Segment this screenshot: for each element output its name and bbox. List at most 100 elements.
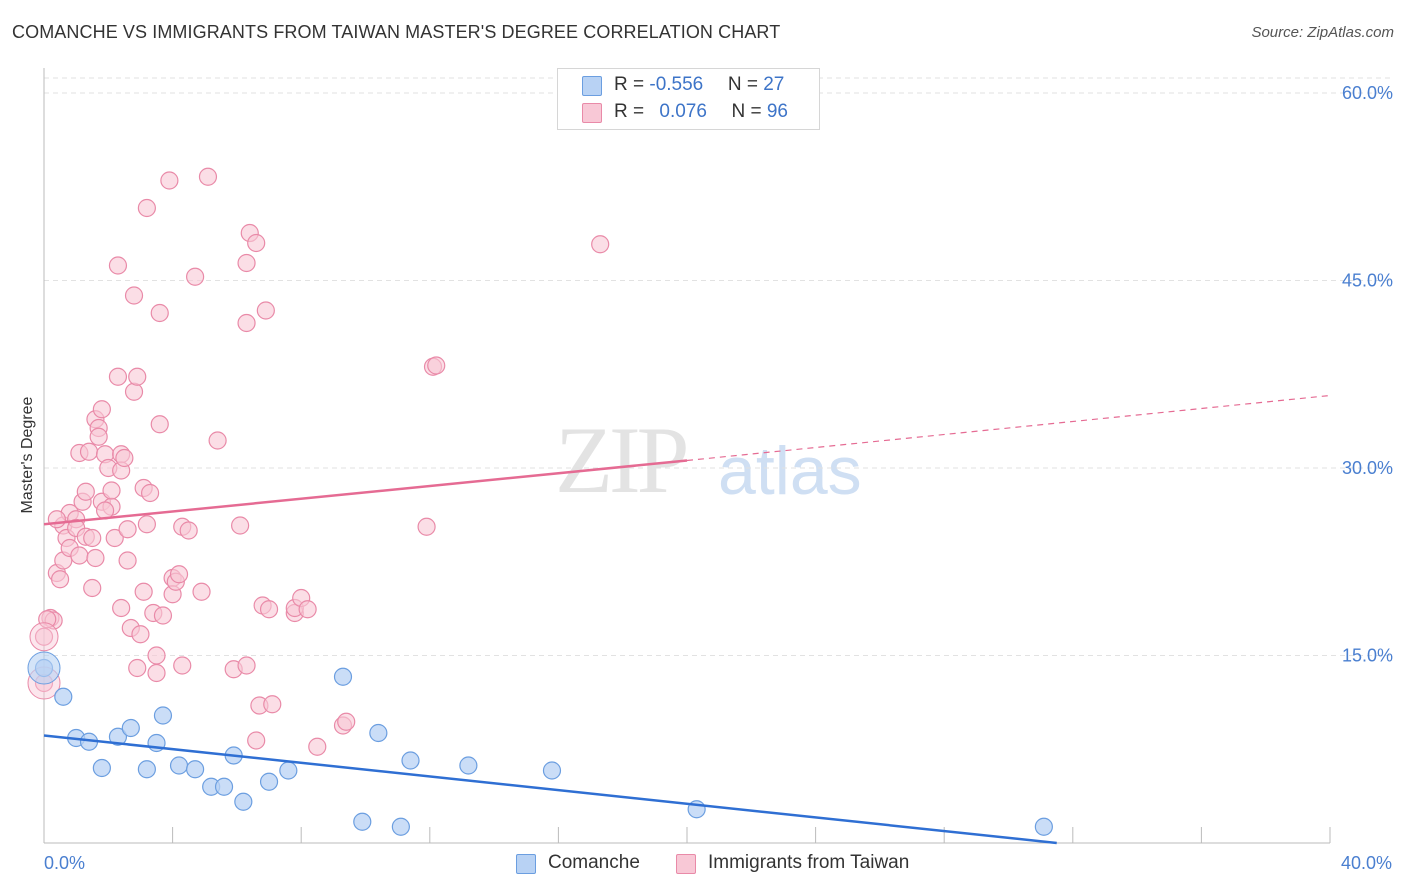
- taiwan-point: [263, 695, 282, 714]
- taiwan-point: [427, 356, 446, 375]
- n-label: N =: [731, 101, 767, 122]
- taiwan-point: [259, 600, 279, 619]
- comanche-point: [459, 756, 478, 775]
- comanche-point: [54, 687, 73, 706]
- taiwan-point: [112, 598, 131, 618]
- comanche-point-cluster: [27, 651, 61, 685]
- taiwan-point: [105, 528, 124, 548]
- taiwan-point: [150, 303, 169, 323]
- series-immigrants-from-taiwan: [27, 167, 610, 756]
- x-tick-label-max: 40.0%: [1340, 853, 1392, 873]
- r-value: 0.076: [659, 101, 707, 122]
- taiwan-point: [186, 267, 205, 286]
- comanche-point: [108, 727, 128, 746]
- comanche-point: [259, 772, 279, 791]
- comanche-point: [186, 760, 205, 779]
- taiwan-point: [92, 400, 111, 419]
- legend-text-comanche: R = -0.556 N = 27: [614, 74, 784, 96]
- trend-lines: [43, 394, 1331, 845]
- taiwan-point: [247, 233, 266, 253]
- y-tick-label: 30.0%: [1342, 458, 1393, 478]
- taiwan-point: [118, 551, 137, 570]
- n-value: 96: [766, 101, 788, 122]
- taiwan-point: [124, 286, 144, 305]
- taiwan-point: [83, 528, 102, 548]
- legend-label-comanche: Comanche: [548, 852, 640, 873]
- taiwan-point: [128, 367, 147, 386]
- x-tick-label-min: 0.0%: [44, 853, 86, 873]
- comanche-point: [353, 812, 372, 831]
- taiwan-point-cluster: [29, 622, 59, 652]
- series-comanche: [27, 651, 1053, 836]
- watermark-zip: ZIP: [555, 407, 689, 513]
- taiwan-point: [89, 427, 108, 446]
- taiwan-trend-extension: [686, 394, 1331, 462]
- taiwan-trend-line: [43, 459, 688, 526]
- taiwan-point: [86, 548, 105, 568]
- taiwan-point: [137, 198, 156, 218]
- comanche-point: [121, 718, 140, 738]
- taiwan-point: [134, 582, 153, 601]
- taiwan-point: [198, 167, 218, 186]
- y-tick-label: 45.0%: [1342, 271, 1393, 291]
- gridlines: [44, 77, 1392, 656]
- taiwan-point: [34, 627, 54, 646]
- source-label: Source: ZipAtlas.com: [1251, 24, 1394, 41]
- taiwan-point: [108, 367, 128, 386]
- axes: [43, 68, 1331, 844]
- comanche-point: [542, 761, 562, 780]
- y-tick-labels: 15.0% 30.0% 45.0% 60.0%: [1342, 83, 1393, 666]
- taiwan-point: [308, 737, 327, 756]
- taiwan-point: [208, 431, 227, 450]
- taiwan-point: [70, 546, 89, 565]
- chart-title: COMANCHE VS IMMIGRANTS FROM TAIWAN MASTE…: [12, 22, 781, 42]
- comanche-point: [137, 760, 156, 779]
- taiwan-point: [150, 415, 169, 434]
- legend-label-taiwan: Immigrants from Taiwan: [708, 852, 910, 873]
- taiwan-point: [237, 656, 256, 675]
- taiwan-point: [108, 256, 128, 275]
- comanche-point: [279, 761, 298, 780]
- taiwan-point: [76, 482, 95, 501]
- taiwan-point: [169, 565, 189, 584]
- taiwan-point: [83, 578, 102, 598]
- y-tick-label: 15.0%: [1342, 646, 1393, 666]
- comanche-point: [153, 706, 173, 725]
- r-label: R =: [614, 101, 650, 122]
- taiwan-point: [247, 731, 266, 750]
- taiwan-point: [179, 521, 198, 540]
- taiwan-point: [115, 448, 134, 468]
- taiwan-swatch: [676, 854, 696, 874]
- taiwan-point: [256, 301, 275, 320]
- taiwan-point: [173, 656, 192, 675]
- taiwan-point: [153, 606, 173, 625]
- taiwan-point: [237, 253, 256, 273]
- taiwan-swatch: [582, 103, 602, 123]
- r-value: -0.556: [649, 74, 704, 95]
- y-tick-label: 60.0%: [1342, 83, 1393, 103]
- legend-text-taiwan: R = 0.076 N = 96: [614, 101, 788, 123]
- taiwan-point: [38, 610, 57, 629]
- taiwan-point: [147, 663, 166, 683]
- taiwan-point: [237, 313, 256, 333]
- taiwan-point: [231, 516, 250, 535]
- correlation-legend: R = -0.556 N = 27 R = 0.076 N = 96: [557, 68, 820, 130]
- taiwan-point: [337, 712, 356, 731]
- comanche-swatch: [516, 854, 536, 874]
- taiwan-point: [192, 582, 211, 601]
- comanche-point: [401, 751, 420, 770]
- taiwan-point: [147, 646, 166, 665]
- comanche-point: [92, 758, 111, 778]
- n-value: 27: [763, 74, 785, 95]
- taiwan-point: [128, 658, 147, 678]
- comanche-point: [169, 756, 189, 775]
- comanche-point: [369, 723, 388, 743]
- comanche-point: [1034, 817, 1053, 836]
- taiwan-point: [140, 483, 160, 503]
- comanche-point: [391, 817, 410, 836]
- comanche-point: [333, 667, 353, 686]
- taiwan-point: [131, 625, 150, 644]
- taiwan-point: [591, 235, 610, 254]
- comanche-trend-line: [43, 734, 1057, 845]
